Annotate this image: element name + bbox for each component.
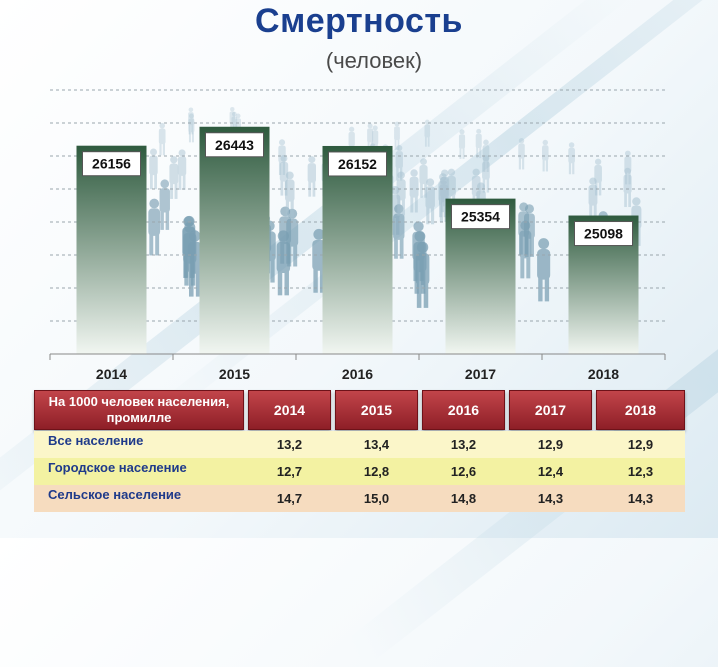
person-silhouette bbox=[519, 220, 532, 279]
page-title: Смертность bbox=[255, 2, 463, 40]
person-silhouette bbox=[182, 216, 195, 279]
x-tick-label: 2014 bbox=[96, 366, 127, 382]
row-label: Сельское население bbox=[48, 487, 182, 502]
table-cell: 12,3 bbox=[627, 464, 654, 479]
data-label: 26443 bbox=[215, 137, 254, 153]
person-silhouette bbox=[159, 179, 170, 230]
person-silhouette bbox=[177, 149, 187, 190]
table-cell: 13,4 bbox=[363, 437, 390, 452]
person-silhouette bbox=[588, 177, 598, 221]
row-label: Городское население bbox=[48, 460, 187, 475]
person-silhouette bbox=[169, 156, 179, 199]
row-label: Все население bbox=[48, 433, 144, 448]
data-label-box bbox=[328, 151, 387, 177]
table-cell: 12,8 bbox=[363, 464, 390, 479]
person-silhouette bbox=[276, 230, 291, 296]
table-row: Сельское население 14,7 15,0 14,8 14,3 1… bbox=[34, 485, 685, 512]
page-subtitle: (человек) bbox=[325, 48, 423, 73]
table-cell: 12,9 bbox=[537, 437, 564, 452]
x-tick-label: 2017 bbox=[465, 366, 496, 382]
person-silhouette bbox=[394, 121, 400, 150]
person-silhouette bbox=[285, 171, 295, 218]
person-silhouette bbox=[188, 113, 195, 143]
person-silhouette bbox=[158, 122, 166, 156]
data-label-box bbox=[82, 151, 141, 177]
table-cell: 14,8 bbox=[450, 491, 477, 506]
table-header-year: 2018 bbox=[596, 390, 685, 430]
person-silhouette bbox=[542, 139, 549, 172]
table-cell: 15,0 bbox=[363, 491, 390, 506]
person-silhouette bbox=[148, 198, 161, 256]
bar bbox=[76, 145, 147, 354]
bar bbox=[199, 126, 270, 355]
person-silhouette bbox=[458, 129, 466, 159]
person-silhouette bbox=[537, 238, 551, 302]
table-cell: 13,2 bbox=[276, 437, 303, 452]
person-silhouette bbox=[624, 150, 632, 185]
table-cell: 12,9 bbox=[627, 437, 654, 452]
table-cell: 12,6 bbox=[450, 464, 477, 479]
table-row: Городское население 12,7 12,8 12,6 12,4 … bbox=[34, 458, 685, 485]
table-header-year: 2016 bbox=[422, 390, 505, 430]
person-silhouette bbox=[623, 167, 632, 208]
person-silhouette bbox=[482, 139, 490, 173]
data-label: 26152 bbox=[338, 156, 377, 172]
table-header-year: 2015 bbox=[335, 390, 418, 430]
table-cell: 12,7 bbox=[276, 464, 303, 479]
table-cell: 14,7 bbox=[276, 491, 303, 506]
person-silhouette bbox=[425, 178, 435, 225]
table-row: Все население 13,2 13,4 13,2 12,9 12,9 bbox=[34, 431, 685, 458]
person-silhouette bbox=[568, 142, 575, 175]
person-silhouette bbox=[188, 107, 194, 135]
table-header-label: На 1000 человек населения, промилле bbox=[34, 390, 244, 430]
data-label-box bbox=[205, 132, 264, 158]
data-label-box bbox=[574, 221, 633, 247]
table-cell: 13,2 bbox=[450, 437, 477, 452]
person-silhouette bbox=[279, 154, 289, 196]
table-cell: 14,3 bbox=[537, 491, 564, 506]
table-cell: 14,3 bbox=[627, 491, 654, 506]
bar bbox=[322, 145, 393, 354]
x-tick-label: 2016 bbox=[342, 366, 373, 382]
data-label: 25354 bbox=[461, 209, 500, 225]
x-tick-label: 2018 bbox=[588, 366, 619, 382]
chart-bars: 26156 26443 26152 25354 25098 bbox=[76, 126, 639, 355]
person-silhouette bbox=[312, 228, 326, 293]
person-silhouette bbox=[415, 241, 430, 308]
person-silhouette bbox=[409, 169, 419, 213]
person-silhouette bbox=[278, 139, 286, 176]
person-silhouette bbox=[396, 171, 406, 216]
person-silhouette bbox=[424, 119, 431, 147]
chart-x-axis: 2014 2015 2016 2017 2018 bbox=[49, 353, 666, 382]
person-silhouette bbox=[307, 156, 317, 197]
person-silhouette bbox=[475, 128, 482, 159]
table-cell: 12,4 bbox=[537, 464, 564, 479]
x-tick-label: 2015 bbox=[219, 366, 250, 382]
data-label-box bbox=[451, 204, 510, 230]
person-silhouette bbox=[149, 148, 158, 190]
person-silhouette bbox=[419, 158, 428, 198]
person-silhouette bbox=[518, 138, 525, 170]
data-label: 26156 bbox=[92, 156, 131, 172]
mortality-rate-table: На 1000 человек населения, промилле 2014… bbox=[34, 390, 685, 512]
table-header-year: 2014 bbox=[248, 390, 331, 430]
person-silhouette bbox=[393, 204, 405, 259]
table-header-year: 2017 bbox=[509, 390, 592, 430]
data-label: 25098 bbox=[584, 226, 623, 242]
